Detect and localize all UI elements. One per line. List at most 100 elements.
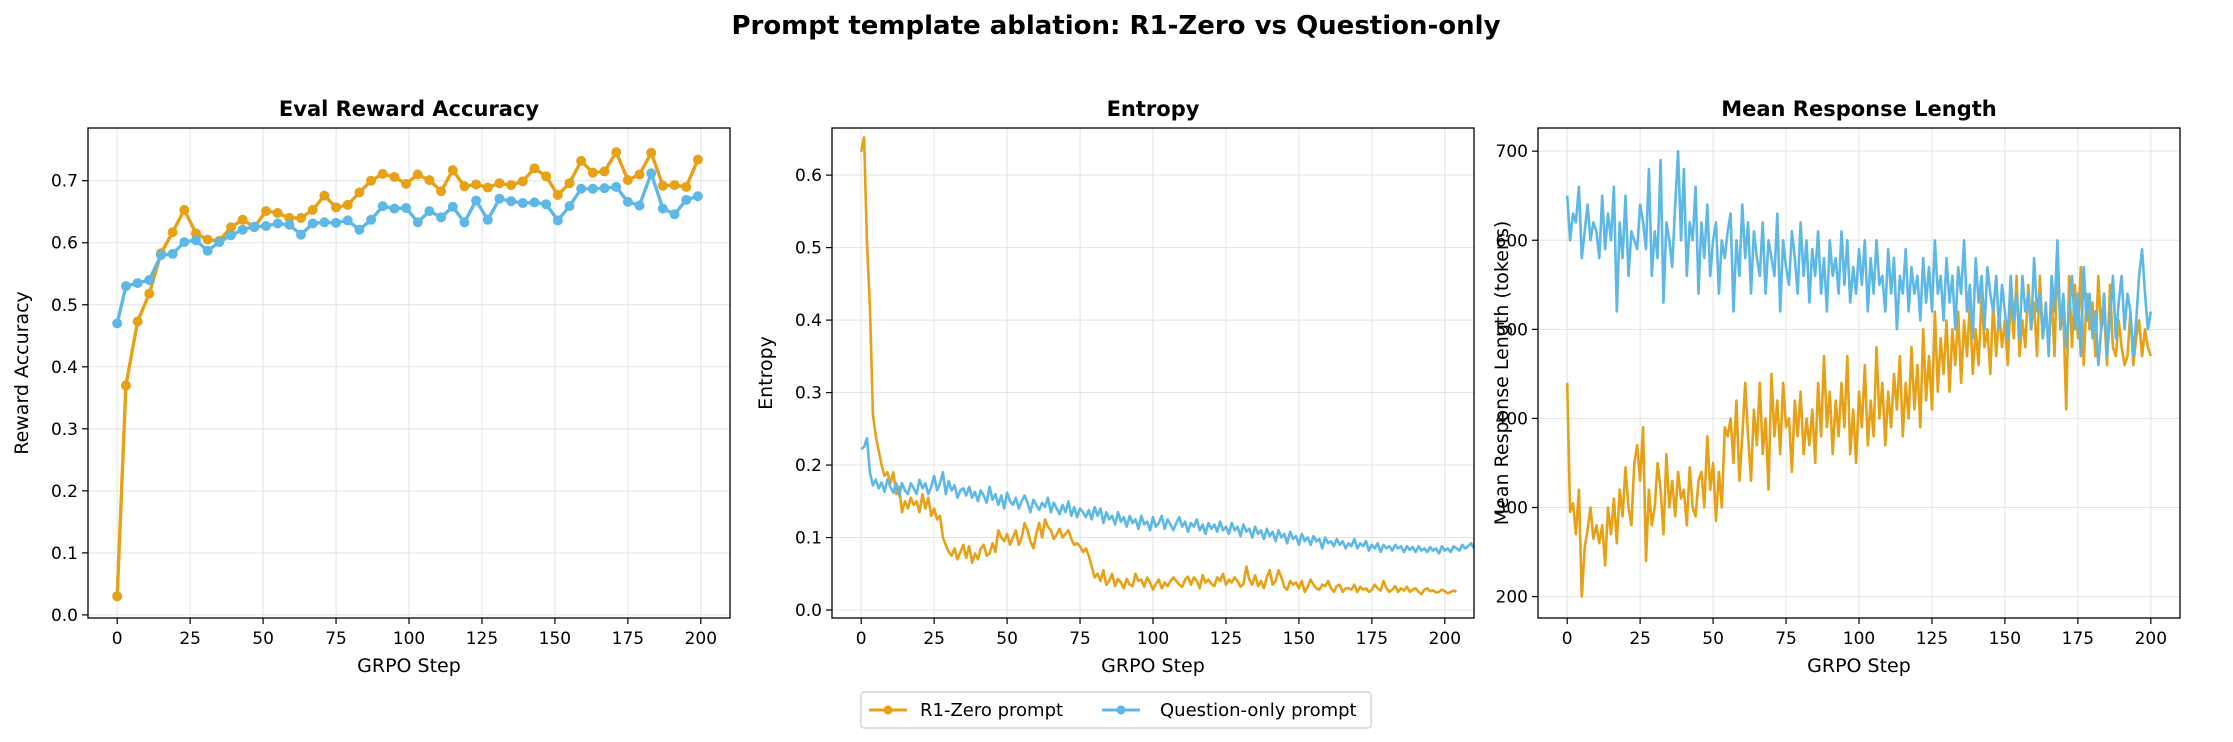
eval-reward-accuracy-series-1-point-3 <box>144 274 155 285</box>
mean-response-length-xtick-label-5: 125 <box>1916 629 1948 649</box>
eval-reward-accuracy-xtick-label-2: 50 <box>252 629 274 649</box>
entropy-ylabel: Entropy <box>755 336 777 410</box>
eval-reward-accuracy-series-0-point-21 <box>354 187 365 198</box>
eval-reward-accuracy-series-0-point-42 <box>599 166 610 177</box>
mean-response-length-ytick-label-5: 700 <box>1496 142 1528 162</box>
mean-response-length-xtick-label-0: 0 <box>1562 629 1573 649</box>
eval-reward-accuracy-xlabel: GRPO Step <box>357 655 461 677</box>
eval-reward-accuracy-series-1-point-17 <box>307 218 318 229</box>
eval-reward-accuracy-series-1-point-29 <box>447 201 458 212</box>
legend: R1-Zero prompt Question-only prompt <box>860 691 1372 729</box>
mean-response-length-ytick-label-4: 600 <box>1496 231 1528 251</box>
eval-reward-accuracy-series-0-point-47 <box>657 180 668 191</box>
eval-reward-accuracy-series-1-point-2 <box>132 278 143 289</box>
eval-reward-accuracy-series-0-point-48 <box>669 180 680 191</box>
mean-response-length-xtick-label-4: 100 <box>1843 629 1875 649</box>
eval-reward-accuracy-series-1-point-15 <box>284 219 295 230</box>
eval-reward-accuracy-series-1-point-48 <box>669 209 680 220</box>
eval-reward-accuracy-series-0-point-17 <box>307 204 318 215</box>
entropy-xtick-label-1: 25 <box>923 629 945 649</box>
entropy-ytick-label-2: 0.2 <box>795 456 822 476</box>
eval-reward-accuracy-series-1-point-5 <box>167 248 178 259</box>
eval-reward-accuracy-series-1-point-38 <box>552 215 563 226</box>
eval-reward-accuracy-series-1-point-6 <box>179 237 190 248</box>
eval-reward-accuracy-series-0-point-39 <box>564 178 575 189</box>
eval-reward-accuracy-series-1-point-12 <box>249 221 260 232</box>
mean-response-length-xtick-label-2: 50 <box>1702 629 1724 649</box>
eval-reward-accuracy-ytick-label-5: 0.5 <box>51 296 78 316</box>
eval-reward-accuracy-ytick-label-7: 0.7 <box>51 172 78 192</box>
entropy-xtick-label-0: 0 <box>856 629 867 649</box>
entropy-ytick-label-5: 0.5 <box>795 239 822 259</box>
mean-response-length-series-line-1 <box>1565 149 2153 367</box>
mean-response-length-ytick-label-2: 400 <box>1496 409 1528 429</box>
eval-reward-accuracy-series-0-point-28 <box>436 186 447 197</box>
eval-reward-accuracy-series-0-point-35 <box>517 176 528 187</box>
eval-reward-accuracy-ytick-label-4: 0.4 <box>51 358 78 378</box>
entropy-xlabel: GRPO Step <box>1101 655 1205 677</box>
mean-response-length-xtick-label-7: 175 <box>2062 629 2094 649</box>
mean-response-length-xlabel: GRPO Step <box>1807 655 1911 677</box>
eval-reward-accuracy-series-0-point-26 <box>412 169 423 180</box>
eval-reward-accuracy-series-1-point-10 <box>225 230 236 241</box>
eval-reward-accuracy-series-0-point-22 <box>366 175 377 186</box>
entropy-xtick-label-4: 100 <box>1137 629 1169 649</box>
eval-reward-accuracy-ylabel: Reward Accuracy <box>11 291 33 455</box>
eval-reward-accuracy-series-0-point-0 <box>112 591 123 602</box>
eval-reward-accuracy-series-0-point-8 <box>202 234 213 245</box>
eval-reward-accuracy-series-0-point-41 <box>587 167 598 178</box>
eval-reward-accuracy-xtick-label-8: 200 <box>685 629 717 649</box>
eval-reward-accuracy-series-0-point-43 <box>611 147 622 158</box>
eval-reward-accuracy-series-0-point-46 <box>646 147 657 158</box>
eval-reward-accuracy-series-0-point-44 <box>622 175 633 186</box>
entropy-ytick-label-1: 0.1 <box>795 529 822 549</box>
eval-reward-accuracy-series-0-point-31 <box>471 179 482 190</box>
eval-reward-accuracy-ytick-label-6: 0.6 <box>51 234 78 254</box>
eval-reward-accuracy-series-0-point-10 <box>225 222 236 233</box>
entropy-xtick-label-8: 200 <box>1429 629 1461 649</box>
eval-reward-accuracy-series-1-point-24 <box>389 203 400 214</box>
eval-reward-accuracy-xtick-label-1: 25 <box>179 629 201 649</box>
entropy-xtick-label-6: 150 <box>1283 629 1315 649</box>
eval-reward-accuracy-series-0-point-16 <box>296 212 307 223</box>
eval-reward-accuracy-series-0-point-49 <box>681 181 692 192</box>
eval-reward-accuracy-series-1-point-4 <box>155 250 166 261</box>
eval-reward-accuracy-series-1-point-42 <box>599 183 610 194</box>
eval-reward-accuracy-series-1-point-49 <box>681 194 692 205</box>
eval-reward-accuracy-ytick-label-0: 0.0 <box>51 606 78 626</box>
eval-reward-accuracy-ytick-label-3: 0.3 <box>51 420 78 440</box>
eval-reward-accuracy-series-1-point-45 <box>634 200 645 211</box>
eval-reward-accuracy-series-1-point-44 <box>622 196 633 207</box>
eval-reward-accuracy-series-1-point-31 <box>471 195 482 206</box>
eval-reward-accuracy-series-1-point-35 <box>517 198 528 209</box>
eval-reward-accuracy-series-0-point-5 <box>167 227 178 238</box>
entropy-xtick-label-2: 50 <box>996 629 1018 649</box>
legend-entry-question-only: Question-only prompt <box>1102 700 1357 721</box>
eval-reward-accuracy-series-1-point-30 <box>459 217 470 228</box>
eval-reward-accuracy-series-0-point-34 <box>506 180 517 191</box>
eval-reward-accuracy-ytick-label-1: 0.1 <box>51 544 78 564</box>
eval-reward-accuracy-series-1-point-18 <box>319 217 330 228</box>
entropy-series-line-1 <box>860 436 1476 555</box>
eval-reward-accuracy-series-0-point-40 <box>576 155 587 166</box>
eval-reward-accuracy-series-0-point-2 <box>132 316 143 327</box>
eval-reward-accuracy-series-1-point-43 <box>611 181 622 192</box>
mean-response-length-title: Mean Response Length <box>1721 97 1997 121</box>
mean-response-length-series-line-0 <box>1565 256 2153 598</box>
eval-reward-accuracy-series-1-point-41 <box>587 183 598 194</box>
eval-reward-accuracy-series-1-point-19 <box>331 217 342 228</box>
eval-reward-accuracy-series-1-point-34 <box>506 196 517 207</box>
entropy-title: Entropy <box>1107 97 1200 121</box>
entropy-xtick-label-3: 75 <box>1069 629 1091 649</box>
figure-suptitle: Prompt template ablation: R1-Zero vs Que… <box>731 11 1500 41</box>
eval-reward-accuracy-series-0-point-13 <box>261 206 272 217</box>
eval-reward-accuracy-series-1-point-21 <box>354 224 365 235</box>
mean-response-length-xtick-label-1: 25 <box>1629 629 1651 649</box>
eval-reward-accuracy-series-1-point-47 <box>657 203 668 214</box>
mean-response-length-xtick-label-8: 200 <box>2135 629 2167 649</box>
entropy-ytick-label-0: 0.0 <box>795 601 822 621</box>
mean-response-length-xtick-label-3: 75 <box>1775 629 1797 649</box>
eval-reward-accuracy-series-0-point-33 <box>494 178 505 189</box>
mean-response-length-ytick-label-0: 200 <box>1496 588 1528 608</box>
